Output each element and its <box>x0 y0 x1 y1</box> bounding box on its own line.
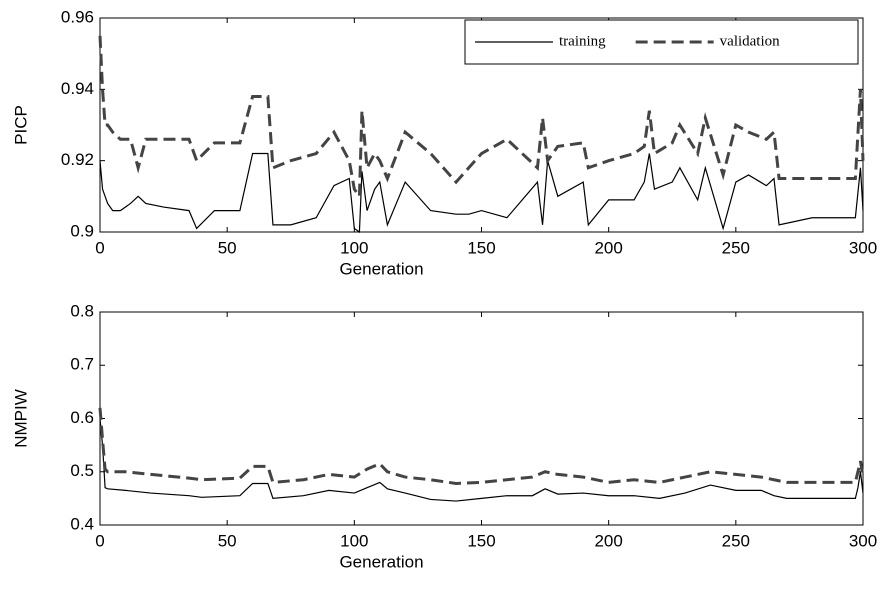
y-tick-label: 0.7 <box>70 355 94 374</box>
y-tick-label: 0.92 <box>61 150 94 169</box>
x-tick-label: 200 <box>594 531 622 550</box>
x-tick-label: 0 <box>95 238 104 257</box>
x-tick-label: 100 <box>340 531 368 550</box>
y-tick-label: 0.94 <box>61 79 94 98</box>
x-tick-label: 100 <box>340 238 368 257</box>
x-tick-label: 300 <box>849 531 877 550</box>
x-axis-label: Generation <box>339 259 423 278</box>
y-tick-label: 0.96 <box>61 7 94 26</box>
x-tick-label: 250 <box>722 238 750 257</box>
y-tick-label: 0.9 <box>70 221 94 240</box>
x-tick-label: 50 <box>218 531 237 550</box>
plot-area <box>99 311 864 526</box>
series-line <box>99 418 864 502</box>
legend-label: validation <box>720 33 780 49</box>
y-tick-label: 0.4 <box>70 514 94 533</box>
y-tick-label: 0.8 <box>70 301 94 320</box>
x-tick-label: 150 <box>467 531 495 550</box>
x-tick-label: 150 <box>467 238 495 257</box>
x-axis-label: Generation <box>339 552 423 571</box>
y-axis-label: PICP <box>11 105 30 145</box>
y-tick-label: 0.6 <box>70 408 94 427</box>
x-tick-label: 300 <box>849 238 877 257</box>
x-tick-label: 50 <box>218 238 237 257</box>
y-tick-label: 0.5 <box>70 461 94 480</box>
series-line <box>98 35 865 201</box>
series-line <box>99 152 864 234</box>
x-tick-label: 250 <box>722 531 750 550</box>
series-line <box>98 407 865 485</box>
y-axis-label: NMPIW <box>11 389 30 448</box>
x-tick-label: 0 <box>95 531 104 550</box>
x-tick-label: 200 <box>594 238 622 257</box>
legend-label: training <box>559 33 606 49</box>
